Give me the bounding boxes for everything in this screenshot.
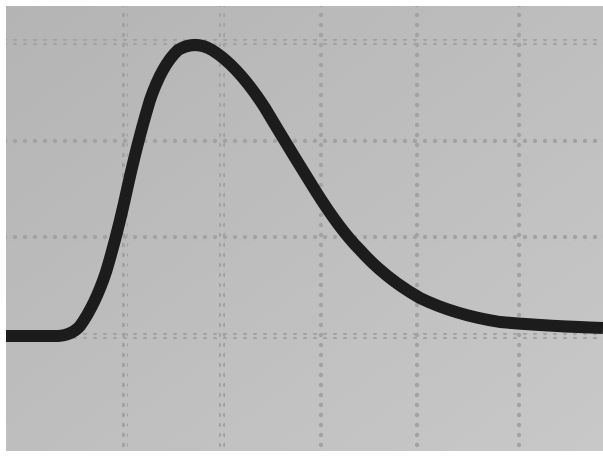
oscilloscope-photo (0, 0, 603, 457)
graticule-row (6, 235, 603, 241)
graticule-column (415, 6, 421, 451)
graticule-column (517, 6, 523, 451)
page (0, 0, 603, 457)
graticule-row (6, 137, 603, 143)
graticule-row (6, 333, 603, 339)
graticule-column (219, 6, 225, 451)
graticule-row (6, 39, 603, 45)
screen (6, 6, 603, 451)
graticule-column (317, 6, 323, 451)
